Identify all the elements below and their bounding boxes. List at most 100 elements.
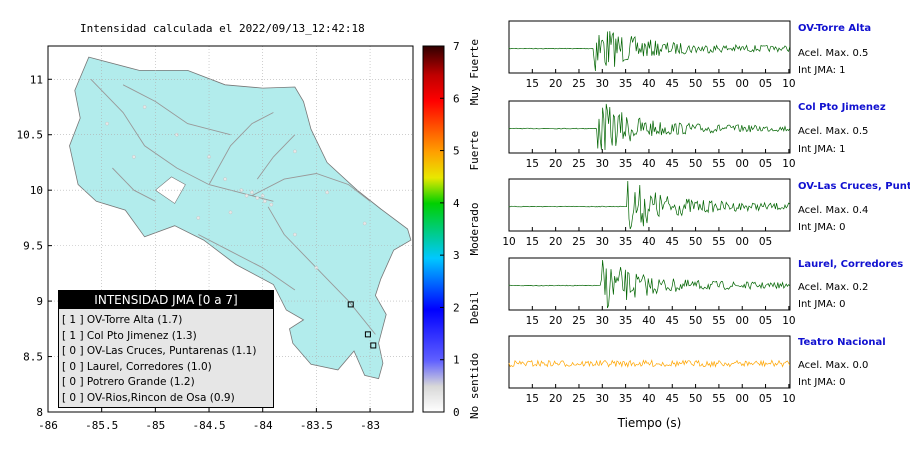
waveform-tick-label: 10 <box>782 158 795 170</box>
map-ytick-label: 9.5 <box>23 240 43 253</box>
colorbar-category-label: No sentido <box>468 353 481 419</box>
colorbar <box>422 45 445 413</box>
town-marker <box>142 105 147 109</box>
map-ytick-label: 8.5 <box>23 351 43 364</box>
waveform-tick-label: 45 <box>666 315 679 327</box>
waveform-tick-label: 25 <box>572 78 585 90</box>
waveform-tick-label: 15 <box>526 236 539 248</box>
waveform-tick-label: 45 <box>666 393 679 405</box>
map-xtick-label: -85.5 <box>85 419 118 432</box>
town-marker <box>325 190 329 195</box>
waveform-tick-label: 50 <box>689 393 702 405</box>
land-area <box>69 56 412 380</box>
waveform-trace <box>508 31 791 72</box>
colorbar-category-label: Fuerte <box>468 131 481 171</box>
waveform-panel-3: 15 20 25 30 35 40 45 50 55 00 05 10 <box>508 257 796 327</box>
waveform-tick-label: 15 <box>526 158 539 170</box>
waveform-tick-label: 25 <box>572 158 585 170</box>
waveform-tick-label: 45 <box>666 158 679 170</box>
waveform-tick-label: 20 <box>549 393 562 405</box>
waveform-tick-label: 10 <box>782 393 795 405</box>
waveform-tick-label: 55 <box>712 393 725 405</box>
colorbar-tick-label: 7 <box>453 40 460 53</box>
waveform-tick-label: 30 <box>596 236 609 248</box>
waveform-tick-label: 35 <box>619 158 632 170</box>
town-marker <box>207 155 211 159</box>
town-marker <box>255 196 260 200</box>
station-acel-2: Acel. Max. 0.4 <box>798 205 869 216</box>
map-ytick-label: 9 <box>36 295 43 308</box>
waveform-tick-label: 05 <box>759 158 772 170</box>
waveform-tick-label: 10 <box>782 315 795 327</box>
waveform-tick-label: 45 <box>666 78 679 90</box>
road-line <box>256 134 296 180</box>
waveform-panel-4: 15 20 25 30 35 40 45 50 55 00 05 10 <box>508 335 796 405</box>
waveform-tick-label: 30 <box>596 78 609 90</box>
intensity-legend: INTENSIDAD JMA [0 a 7] [ 1 ] OV-Torre Al… <box>58 290 274 408</box>
waveform-tick-label: 35 <box>619 315 632 327</box>
waveform-tick-label: 40 <box>642 236 655 248</box>
waveform-tick-label: 20 <box>549 158 562 170</box>
town-marker <box>362 221 367 226</box>
road-line <box>112 167 156 202</box>
colorbar-tick-label: 5 <box>453 145 460 158</box>
waveform-xlabel: Tiempo (s) <box>617 416 682 430</box>
station-int-0: Int JMA: 1 <box>798 65 846 76</box>
map-ytick-label: 8 <box>36 406 43 419</box>
map-xtick-label: -83.5 <box>300 419 333 432</box>
waveform-tick-label: 35 <box>619 393 632 405</box>
waveform-tick-label: 05 <box>759 393 772 405</box>
waveform-panel-1: 15 20 25 30 35 40 45 50 55 00 05 10 <box>508 100 796 170</box>
waveform-panel-2: 10 15 20 25 30 35 40 45 50 55 00 05 <box>502 178 791 248</box>
colorbar-tick-label: 2 <box>453 301 460 314</box>
town-marker <box>293 149 297 154</box>
town-marker <box>314 266 319 270</box>
station-int-1: Int JMA: 1 <box>798 144 846 155</box>
legend-item: [ 0 ] OV-Rios,Rincon de Osa (0.9) <box>62 391 235 404</box>
waveform-tick-label: 40 <box>642 158 655 170</box>
colorbar-category-label: Debil <box>468 291 481 324</box>
legend-item: [ 0 ] Laurel, Corredores (1.0) <box>62 360 212 373</box>
town-marker <box>250 190 254 195</box>
station-int-3: Int JMA: 0 <box>798 299 846 310</box>
station-name-1: Col Pto Jimenez <box>798 102 886 113</box>
colorbar-tick-label: 0 <box>453 406 460 419</box>
station-acel-1: Acel. Max. 0.5 <box>798 126 869 137</box>
town-marker <box>228 210 233 215</box>
station-name-2: OV-Las Cruces, Puntar <box>798 181 910 192</box>
waveform-tick-label: 15 <box>526 315 539 327</box>
town-marker <box>244 193 249 198</box>
waveform-tick-label: 35 <box>619 78 632 90</box>
station-name-4: Teatro Nacional <box>798 337 886 348</box>
waveform-tick-label: 25 <box>572 315 585 327</box>
waveform-tick-label: 00 <box>736 236 749 248</box>
town-marker <box>105 121 109 126</box>
town-marker <box>263 199 267 204</box>
waveform-tick-label: 10 <box>782 78 795 90</box>
waveform-frame <box>508 100 791 154</box>
waveform-tick-label: 40 <box>642 78 655 90</box>
waveform-tick-label: 20 <box>549 315 562 327</box>
waveform-panel-0: 15 20 25 30 35 40 45 50 55 00 05 10 <box>508 20 796 90</box>
waveform-tick-label: 25 <box>572 236 585 248</box>
waveform-trace <box>508 359 791 368</box>
colorbar-tick-label: 3 <box>453 249 460 262</box>
road-line <box>122 84 231 136</box>
colorbar-tick-label: 1 <box>453 354 460 367</box>
waveform-tick-label: 20 <box>549 236 562 248</box>
town-marker <box>196 216 201 220</box>
waveform-tick-label: 50 <box>689 236 702 248</box>
town-marker <box>293 232 297 237</box>
waveform-tick-label: 20 <box>549 78 562 90</box>
map-frame <box>47 45 414 413</box>
colorbar-tick-label: 4 <box>453 197 460 210</box>
town-marker <box>260 193 265 198</box>
map-xtick-label: -84 <box>253 419 273 432</box>
waveform-tick-label: 55 <box>712 315 725 327</box>
town-marker <box>223 177 227 181</box>
waveform-tick-label: 05 <box>759 236 772 248</box>
road-line <box>251 173 371 202</box>
waveform-trace <box>508 259 791 309</box>
town-marker <box>239 188 244 192</box>
